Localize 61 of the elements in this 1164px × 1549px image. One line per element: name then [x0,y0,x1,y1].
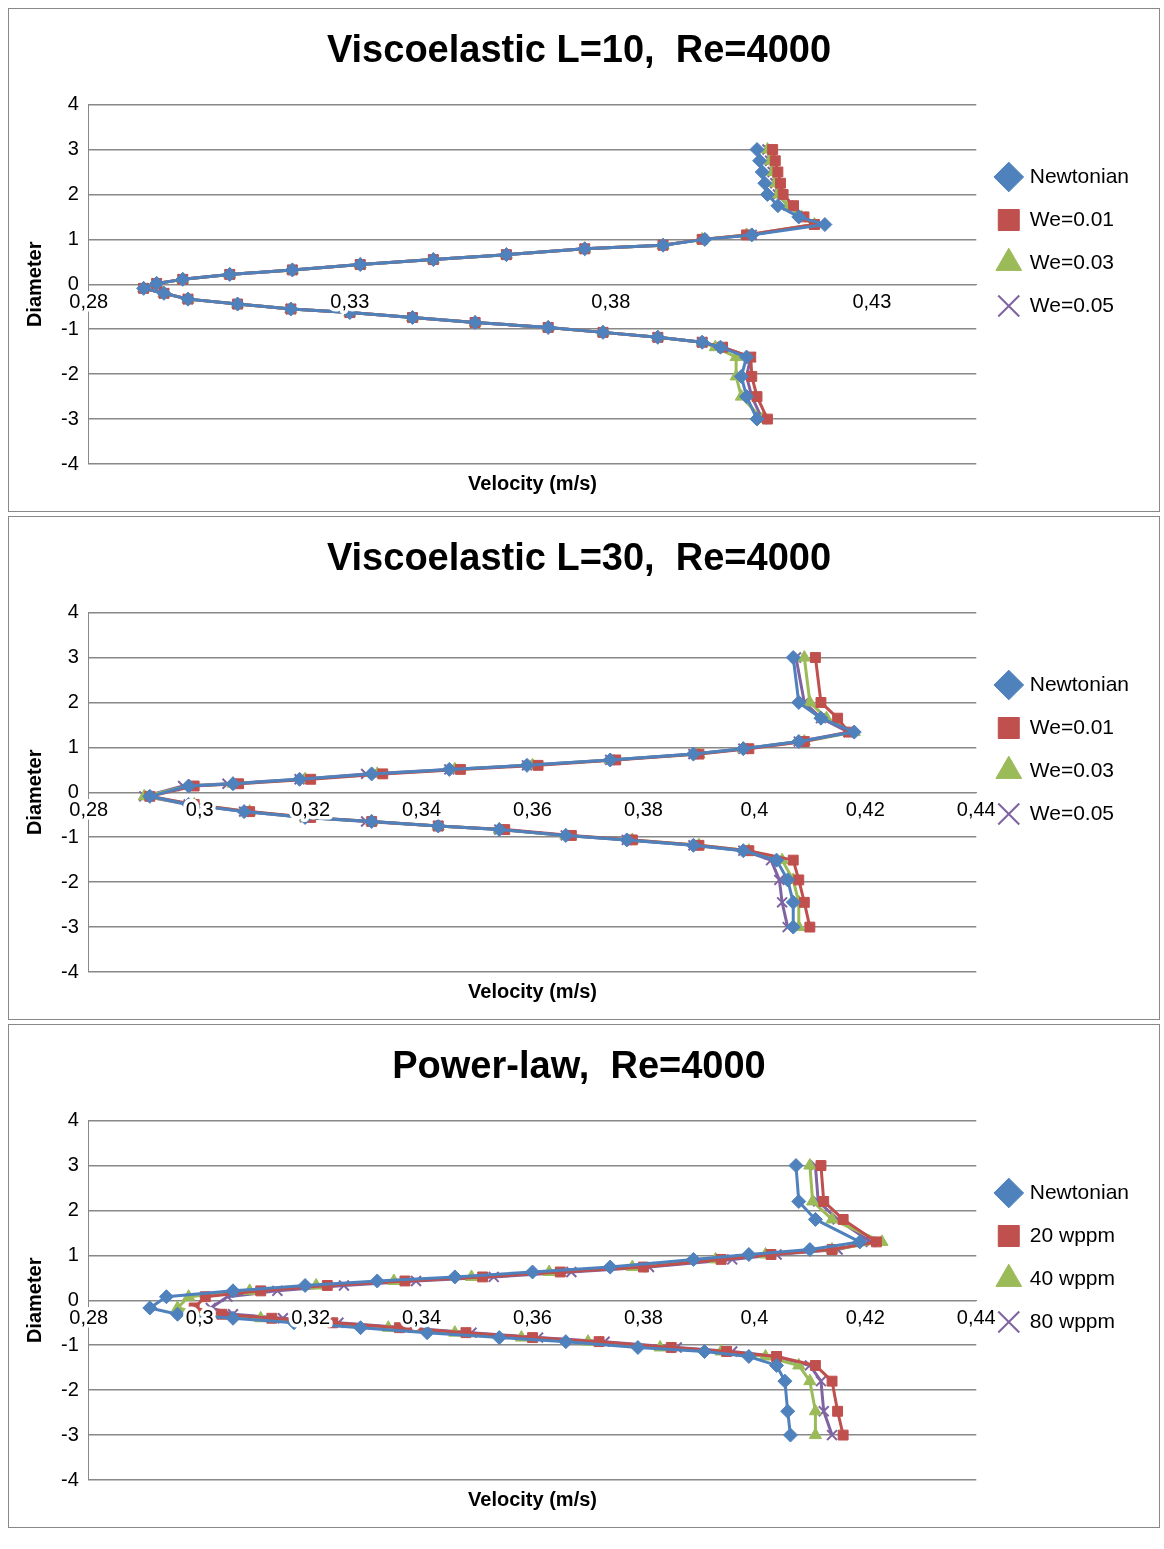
y-tick-label: -1 [60,1332,79,1355]
x-axis-title: Velocity (m/s) [468,1487,597,1510]
legend-label: Newtonian [1029,671,1130,695]
y-tick-label: 1 [67,226,79,249]
y-tick-label: -4 [60,451,79,474]
x-axis-title: Velocity (m/s) [468,471,597,494]
y-axis-title: Diameter [22,749,45,836]
y-tick-label: -3 [60,914,79,937]
chart-title: Viscoelastic L=30, Re=4000 [326,536,832,579]
y-tick-label: 1 [67,734,79,757]
y-tick-label: 3 [67,1153,79,1176]
y-tick-label: 3 [67,645,79,668]
legend-label: We=0.01 [1029,206,1115,230]
y-tick-label: -3 [60,1422,79,1445]
legend-label: 20 wppm [1029,1222,1115,1246]
chart-title: Power-law, Re=4000 [392,1044,766,1087]
y-tick-label: 3 [67,137,79,160]
y-axis-title: Diameter [22,241,45,328]
x-tick-label: 0,43 [852,289,892,312]
x-tick-label: 0,34 [402,1305,442,1328]
chart-title: Viscoelastic L=10, Re=4000 [326,28,832,71]
x-tick-label: 0,34 [402,797,442,820]
x-tick-label: 0,44 [956,797,996,820]
x-tick-label: 0,32 [291,797,331,820]
x-tick-label: 0,36 [513,1305,552,1328]
y-tick-label: 4 [67,92,79,115]
x-tick-label: 0,42 [845,1305,885,1328]
legend-label: Newtonian [1029,163,1130,187]
x-tick-label: 0,44 [956,1305,996,1328]
x-tick-label: 0,42 [845,797,885,820]
y-tick-label: 2 [67,689,79,712]
legend-label: We=0.05 [1029,800,1115,824]
x-tick-label: 0,38 [624,797,663,820]
y-tick-label: 4 [67,600,79,623]
x-tick-label: 0,38 [591,289,631,312]
x-tick-label: 0,4 [740,797,769,820]
x-tick-label: 0,4 [740,1305,769,1328]
y-tick-label: -2 [60,869,79,892]
y-tick-label: -3 [60,406,79,429]
y-tick-label: 2 [67,1197,79,1220]
y-axis-title: Diameter [22,1257,45,1344]
y-tick-label: -4 [60,959,79,982]
legend-label: 40 wppm [1029,1265,1115,1289]
legend-label: 80 wppm [1029,1308,1115,1332]
x-tick-label: 0,36 [513,797,552,820]
y-tick-label: 2 [67,181,79,204]
legend-label: We=0.05 [1029,292,1115,316]
legend-label: We=0.01 [1029,714,1115,738]
y-tick-label: -2 [60,1377,79,1400]
x-axis-title: Velocity (m/s) [468,979,597,1002]
y-tick-label: -1 [60,316,79,339]
y-tick-label: -4 [60,1467,79,1490]
y-tick-label: 1 [67,1242,79,1265]
x-tick-label: 0,33 [330,289,370,312]
x-tick-label: 0,38 [624,1305,663,1328]
y-tick-label: -1 [60,824,79,847]
y-tick-label: 4 [67,1108,79,1131]
legend-label: Newtonian [1029,1179,1130,1203]
y-tick-label: -2 [60,361,79,384]
legend-label: We=0.03 [1029,757,1115,781]
legend-label: We=0.03 [1029,249,1115,273]
